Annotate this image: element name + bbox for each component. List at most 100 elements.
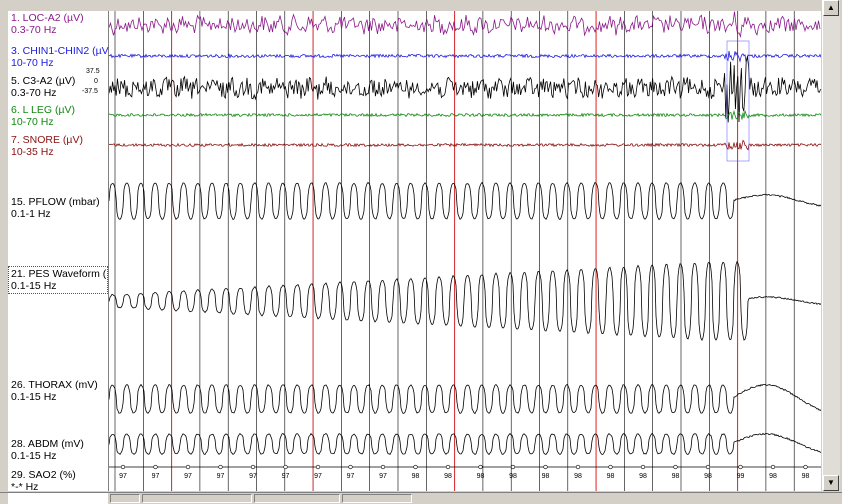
channel-name: 1. LOC-A2 (µV) [11,12,84,24]
eeg-scale-bottom: -37.5 [82,88,98,95]
channel-filter: 0.1-15 Hz [11,391,57,403]
channel-name: 26. THORAX (mV) [11,379,98,391]
sao2-point [575,464,581,470]
sao2-value-label: 97 [119,473,127,480]
channel-name: 7. SNORE (µV) [11,134,83,146]
waveform-plot-area[interactable]: 97 97 97 97 97 97 97 97 97 98 98 98 98 98 98 98 98 98 98 99… [109,11,821,491]
sao2-point [380,464,386,470]
sao2-value-label: 98 [607,473,615,480]
channel-name: 21. PES Waveform ( [11,268,107,280]
sao2-point [478,464,483,470]
artifact-marker [726,40,750,162]
trace-chin [109,50,821,63]
sao2-point [608,464,613,470]
sao2-point [673,464,678,470]
status-bar [0,492,842,504]
sao2-value-label: 97 [184,473,192,480]
sao2-point [413,464,418,470]
channel-filter: 0.1-15 Hz [11,450,57,462]
sao2-point [153,464,158,470]
channel-label-sao2[interactable]: 29. SAO2 (%) *-* Hz [11,469,76,493]
sao2-point [445,464,451,470]
sao2-value-label: 98 [574,473,582,480]
channel-filter: *-* Hz [11,481,39,493]
sao2-point [250,464,256,470]
sao2-point [120,464,126,470]
sao2-point [770,464,776,470]
sao2-value-label: 98 [639,473,647,480]
channel-label-panel: 1. LOC-A2 (µV) 0.3-70 Hz 3. CHIN1-CHIN2 … [8,11,109,493]
channel-label-chin[interactable]: 3. CHIN1-CHIN2 (µV 10-70 Hz [11,45,109,69]
trace-pes [109,260,821,341]
sao2-point [510,464,516,470]
sao2-point [738,464,743,470]
channel-name: 28. ABDM (mV) [11,438,84,450]
sao2-point [283,464,288,470]
sao2-point [705,464,711,470]
sao2-value-label: 97 [347,473,355,480]
sao2-point [640,464,646,470]
sao2-value-label: 98 [672,473,680,480]
trace-abdm [109,432,821,456]
sao2-value-label: 97 [249,473,257,480]
channel-name: 6. L LEG (µV) [11,104,76,116]
trace-snore [109,139,821,151]
sao2-point [348,464,353,470]
status-pane [110,494,140,503]
channel-filter: 0.3-70 Hz [11,24,57,36]
sao2-point [185,464,191,470]
status-pane [342,494,412,503]
channel-label-thorax[interactable]: 26. THORAX (mV) 0.1-15 Hz [11,379,98,403]
sao2-value-label: 98 [802,473,810,480]
channel-label-abdm[interactable]: 28. ABDM (mV) 0.1-15 Hz [11,438,84,462]
channel-label-pes-selected[interactable]: 21. PES Waveform ( 0.1-15 Hz [8,266,108,294]
scroll-down-arrow-icon[interactable]: ▼ [823,475,839,491]
sao2-value-label: 98 [542,473,550,480]
scroll-up-arrow-icon[interactable]: ▲ [823,0,839,16]
channel-name: 29. SAO2 (%) [11,469,76,481]
channel-name: 3. CHIN1-CHIN2 (µV [11,45,109,57]
channel-filter: 10-70 Hz [11,116,54,128]
eeg-scale-mid: 0 [94,78,98,85]
trace-pflow [109,181,821,221]
waveform-canvas: 97 97 97 97 97 97 97 97 97 98 98 98 98 98 98 98 98 98 98 99… [109,11,821,491]
channel-label-pflow[interactable]: 15. PFLOW (mbar) 0.1-1 Hz [11,196,100,220]
channel-filter: 0.1-15 Hz [11,280,57,292]
sao2-value-label: 97 [282,473,290,480]
sao2-point [218,464,223,470]
sao2-value-label: 98 [412,473,420,480]
sao2-value-label: 98 [704,473,712,480]
channel-label-l-leg[interactable]: 6. L LEG (µV) 10-70 Hz [11,104,75,128]
sao2-value-label: 97 [314,473,322,480]
trace-c3-a2 [109,56,821,123]
sao2-value-label: 98 [769,473,777,480]
sao2-value-label: 97 [152,473,160,480]
sao2-value-label: 97 [217,473,225,480]
trace-loc-a2 [109,11,821,39]
channel-name: 5. C3-A2 (µV) [11,75,76,87]
channel-filter: 0.3-70 Hz [11,87,57,99]
channel-label-loc-a2[interactable]: 1. LOC-A2 (µV) 0.3-70 Hz [11,12,84,36]
sao2-value-label: 99 [737,473,745,480]
trace-l-leg [109,109,821,120]
vertical-scrollbar[interactable]: ▲ ▼ [822,0,840,491]
channel-filter: 10-35 Hz [11,146,54,158]
channel-name: 15. PFLOW (mbar) [11,196,100,208]
sao2-value-label: 97 [379,473,387,480]
sao2-value-label: 98 [509,473,517,480]
sao2-point [543,464,548,470]
eeg-scale-top: 37.5 [86,68,100,75]
sao2-point [315,464,321,470]
sao2-point [803,464,808,470]
status-pane [254,494,340,503]
channel-label-c3-a2[interactable]: 5. C3-A2 (µV) 0.3-70 Hz [11,75,75,99]
status-bar-label-area [8,493,108,504]
trace-thorax [109,383,821,415]
channel-filter: 10-70 Hz [11,57,54,69]
channel-filter: 0.1-1 Hz [11,208,51,220]
channel-label-snore[interactable]: 7. SNORE (µV) 10-35 Hz [11,134,83,158]
sao2-value-label: 98 [444,473,452,480]
status-pane [142,494,252,503]
sao2-value-label: 98 [477,473,485,480]
